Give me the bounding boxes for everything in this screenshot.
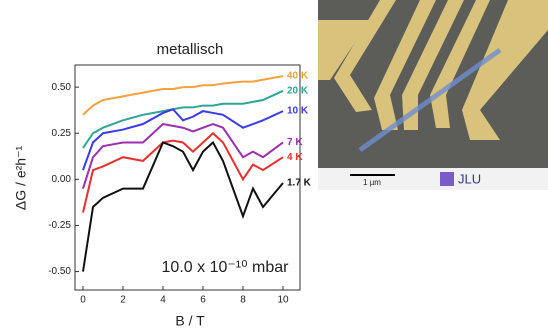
y-tick-label: -0.25 xyxy=(48,220,71,231)
annotation: 10.0 x 10⁻¹⁰ mbar xyxy=(162,259,290,276)
y-tick-label: -0.50 xyxy=(48,266,71,277)
series-label: 1.7 K xyxy=(287,178,312,189)
figure: 1 µm JLU metallisch B / T ΔG / e²h⁻¹ 10.… xyxy=(0,0,548,331)
y-axis-label: ΔG / e²h⁻¹ xyxy=(13,146,29,211)
x-tick-label: 4 xyxy=(160,295,166,306)
series-label: 40 K xyxy=(287,71,309,82)
series-label: 4 K xyxy=(287,152,303,163)
series-line xyxy=(83,124,283,189)
series-label: 10 K xyxy=(287,106,309,117)
x-axis-label: B / T xyxy=(175,313,205,329)
logo: JLU xyxy=(458,171,481,186)
x-tick-label: 2 xyxy=(120,295,126,306)
scale-bar-label: 1 µm xyxy=(363,178,381,187)
x-tick-label: 10 xyxy=(277,295,289,306)
x-tick-label: 0 xyxy=(80,295,86,306)
info-bar xyxy=(318,168,548,190)
series-label: 7 K xyxy=(287,137,303,148)
x-tick-label: 8 xyxy=(240,295,246,306)
series-label: 20 K xyxy=(287,85,309,96)
y-tick-label: 0.50 xyxy=(52,82,72,93)
x-tick-label: 6 xyxy=(200,295,206,306)
chart-title: metallisch xyxy=(157,41,224,58)
logo-icon xyxy=(440,172,454,186)
sem-image: 1 µm JLU xyxy=(318,0,548,190)
series-line xyxy=(83,76,283,115)
y-tick-label: 0.00 xyxy=(52,174,72,185)
y-tick-label: 0.25 xyxy=(52,128,72,139)
